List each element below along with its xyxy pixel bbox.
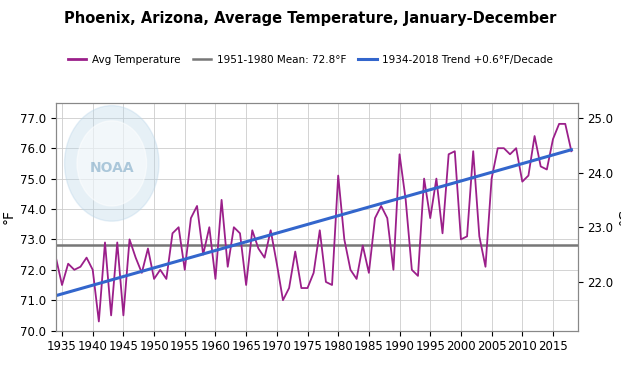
Text: Phoenix, Arizona, Average Temperature, January-December: Phoenix, Arizona, Average Temperature, J… <box>65 11 556 26</box>
Y-axis label: °C: °C <box>617 208 621 225</box>
Y-axis label: °F: °F <box>2 209 16 224</box>
Circle shape <box>65 106 159 221</box>
Circle shape <box>77 121 147 206</box>
Legend: Avg Temperature, 1951-1980 Mean: 72.8°F, 1934-2018 Trend +0.6°F/Decade: Avg Temperature, 1951-1980 Mean: 72.8°F,… <box>63 51 558 69</box>
Text: NOAA: NOAA <box>89 161 134 175</box>
